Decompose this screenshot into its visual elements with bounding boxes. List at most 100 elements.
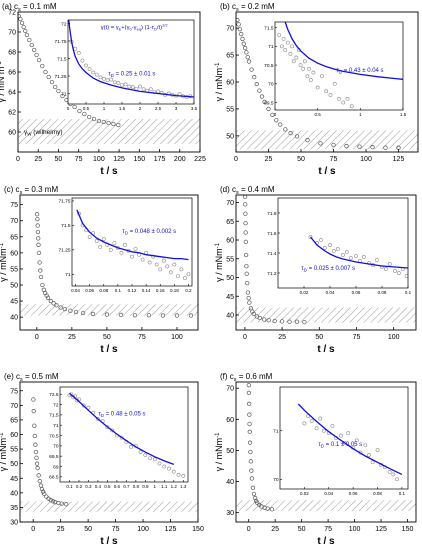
x-tick-label: 25 [278, 334, 286, 341]
y-tick-label: 60 [10, 250, 18, 257]
inset-point [341, 100, 346, 105]
y-tick-label: 68 [8, 50, 16, 57]
inset-x-tick-label: 1.2 [171, 484, 178, 489]
x-tick-label: 0 [35, 334, 39, 341]
tau-value: = 0.1 ± 0.05 s [324, 442, 362, 448]
data-point [44, 293, 49, 298]
data-point [62, 306, 68, 312]
eq-part: -γ [132, 25, 137, 31]
inset-background [278, 198, 408, 288]
inset-x-tick-label: 0.2 [185, 288, 192, 293]
x-tick-label: 25 [57, 526, 65, 533]
data-point [249, 476, 255, 481]
y-tick-label: 50 [10, 283, 18, 290]
data-point [48, 497, 53, 503]
tau-subscript: D [111, 73, 115, 78]
inset-y-tick-label: 70 [53, 444, 59, 450]
inset-point [302, 421, 307, 426]
data-point [46, 74, 51, 80]
data-point [35, 465, 40, 471]
data-point [104, 312, 110, 317]
data-point [294, 134, 300, 139]
inset-point [318, 238, 323, 242]
y-tick-label: 60 [10, 432, 18, 439]
x-tick-label: 75 [330, 156, 338, 163]
data-point [278, 122, 283, 127]
tau-value: = 0.25 ± 0.01 s [114, 71, 156, 77]
inset-point [168, 270, 173, 275]
inset-y-tick-label: 71.5 [49, 413, 59, 419]
panel-title: (a) cs = 0.1 mM [2, 2, 57, 13]
data-point [106, 120, 111, 126]
inset-x-tick-label: 0.08 [378, 290, 387, 295]
inset-point [349, 104, 354, 109]
data-point [279, 319, 285, 324]
data-point [249, 468, 254, 473]
y-tick-label: 60 [226, 238, 234, 245]
tau-annotation: τD = 0.25 ± 0.01 s [108, 71, 155, 78]
data-point [68, 308, 73, 313]
inset-point [98, 75, 103, 80]
inset-y-tick-label: 71.5 [57, 56, 67, 62]
data-point [37, 479, 42, 484]
data-point [32, 423, 37, 428]
scatter-series [246, 382, 275, 512]
data-point [242, 45, 248, 51]
x-tick-label: 100 [137, 526, 149, 533]
inset-point [322, 246, 327, 250]
data-point [39, 486, 45, 492]
inset-point [148, 456, 152, 461]
data-point [370, 145, 375, 150]
inset-frame [59, 386, 189, 483]
x-tick-label: 150 [192, 526, 204, 533]
tau-value: = 0.48 ± 0.05 s [104, 412, 145, 418]
x-tick-label: 75 [324, 526, 332, 533]
title-subscript: s [20, 190, 23, 196]
inset-point [120, 83, 124, 88]
y-label-main: γ / mN m [0, 67, 6, 103]
data-point [34, 52, 39, 58]
title-rest: = 0.5 mM [23, 372, 59, 381]
inset-chart: 0 0.5 1 1.5 69.5 70 70.5 71 71.5 τD = 0.43 ± 0.04… [264, 21, 407, 117]
data-point [239, 31, 244, 37]
data-point [243, 220, 248, 226]
data-point [37, 260, 42, 265]
inset-y-tick-label: 69.5 [264, 100, 274, 106]
chart-panel-4: 0 25 50 75 100 40 45 50 55 60 65 70 (d) cs = 0.4 mM t… [214, 185, 417, 355]
y-tick-label: 40 [10, 315, 18, 322]
panel-title: (b) cs = 0.2 mM [220, 2, 275, 13]
x-tick-label: 125 [375, 526, 387, 533]
inset-x-tick-label: 0.08 [99, 288, 108, 293]
y-tick-label: 40 [226, 313, 234, 320]
inset-x-tick-label: 0.06 [85, 288, 94, 293]
data-point [73, 309, 79, 315]
inset-point [76, 51, 81, 55]
inset-scatter [277, 33, 354, 109]
y-label-main: γ / mNm [214, 438, 224, 472]
inset-point [116, 81, 121, 85]
inset-point [80, 58, 85, 63]
axes-frame [235, 381, 417, 523]
data-point [248, 449, 253, 455]
x-axis-label: t / s [317, 344, 335, 355]
scatter-series [242, 195, 307, 325]
y-label-main: γ / mNm [214, 68, 224, 102]
data-point [72, 104, 77, 110]
title-main: (b) c [220, 2, 236, 11]
inset-point [315, 85, 320, 90]
inset-point [306, 414, 310, 419]
data-point [302, 319, 307, 325]
data-point [35, 216, 40, 222]
x-axis-label: t / s [100, 166, 118, 177]
inset-x-tick-label: 0.5 [83, 106, 90, 111]
data-point [87, 114, 92, 120]
data-point [34, 212, 40, 217]
y-tick-label: 75 [10, 202, 18, 209]
y-tick-label: 75 [10, 388, 18, 395]
inset-point [320, 74, 324, 79]
data-point [270, 112, 275, 117]
data-point [35, 229, 41, 235]
x-tick-label: 25 [34, 156, 42, 163]
title-subscript: s [18, 7, 21, 13]
data-point [318, 141, 323, 146]
